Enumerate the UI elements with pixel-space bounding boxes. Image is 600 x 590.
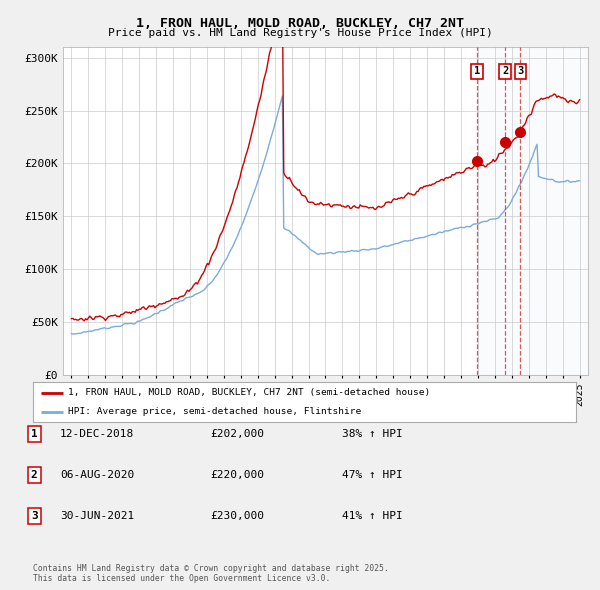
Text: 12-DEC-2018: 12-DEC-2018 <box>60 429 134 438</box>
Text: 1: 1 <box>31 429 38 438</box>
Text: 47% ↑ HPI: 47% ↑ HPI <box>342 470 403 480</box>
Text: 2: 2 <box>502 67 508 77</box>
Text: £220,000: £220,000 <box>210 470 264 480</box>
Text: Contains HM Land Registry data © Crown copyright and database right 2025.
This d: Contains HM Land Registry data © Crown c… <box>33 563 389 583</box>
Text: 30-JUN-2021: 30-JUN-2021 <box>60 512 134 521</box>
Text: 06-AUG-2020: 06-AUG-2020 <box>60 470 134 480</box>
Text: £202,000: £202,000 <box>210 429 264 438</box>
Text: 2: 2 <box>31 470 38 480</box>
Text: 1: 1 <box>474 67 480 77</box>
Text: 1, FRON HAUL, MOLD ROAD, BUCKLEY, CH7 2NT (semi-detached house): 1, FRON HAUL, MOLD ROAD, BUCKLEY, CH7 2N… <box>68 388 431 398</box>
Text: £230,000: £230,000 <box>210 512 264 521</box>
Text: 1, FRON HAUL, MOLD ROAD, BUCKLEY, CH7 2NT: 1, FRON HAUL, MOLD ROAD, BUCKLEY, CH7 2N… <box>136 17 464 30</box>
Text: 41% ↑ HPI: 41% ↑ HPI <box>342 512 403 521</box>
Text: HPI: Average price, semi-detached house, Flintshire: HPI: Average price, semi-detached house,… <box>68 407 362 417</box>
Text: 3: 3 <box>517 67 523 77</box>
Text: 38% ↑ HPI: 38% ↑ HPI <box>342 429 403 438</box>
Bar <box>477 47 588 375</box>
Text: 3: 3 <box>31 512 38 521</box>
Text: Price paid vs. HM Land Registry's House Price Index (HPI): Price paid vs. HM Land Registry's House … <box>107 28 493 38</box>
